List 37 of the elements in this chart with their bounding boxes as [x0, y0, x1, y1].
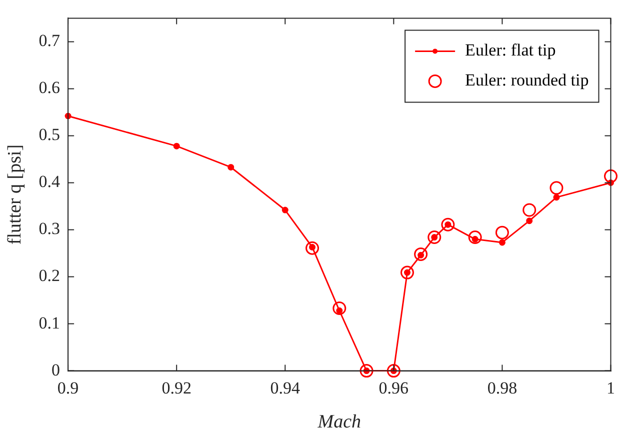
x-tick-label: 1	[606, 378, 615, 398]
point	[228, 164, 234, 170]
point	[173, 142, 180, 150]
point	[386, 364, 400, 378]
x-axis-title: Mach	[316, 412, 362, 433]
x-tick-label: 0.9	[57, 378, 79, 398]
y-tick-label: 0.1	[38, 313, 60, 332]
x-tick-label: 0.96	[378, 378, 409, 398]
point	[282, 206, 288, 214]
point	[604, 169, 618, 183]
y-axis-title: flutter q [psi]	[4, 144, 26, 245]
point	[526, 218, 533, 224]
x-tick-label: 0.94	[270, 378, 301, 398]
point	[441, 218, 455, 232]
point	[428, 230, 442, 244]
y-tick-label: 0.5	[38, 125, 60, 144]
point	[522, 203, 536, 217]
legend-label: Euler: rounded tip	[465, 70, 589, 90]
point	[400, 266, 414, 280]
point	[306, 241, 320, 255]
y-tick-label: 0.6	[38, 78, 60, 98]
point	[468, 230, 482, 244]
legend-label: Euler: flat tip	[465, 40, 556, 60]
point	[553, 194, 560, 201]
y-tick-label: 0.4	[38, 172, 61, 192]
point	[550, 181, 564, 195]
y-tick-label: 0.2	[38, 266, 60, 286]
y-tick-label: 0	[52, 360, 60, 380]
point	[498, 239, 506, 246]
point	[495, 226, 509, 240]
x-tick-label: 0.92	[162, 378, 192, 398]
point	[414, 247, 428, 261]
x-tick-label: 0.98	[487, 378, 518, 398]
point	[360, 364, 374, 378]
y-tick-label: 0.3	[38, 219, 60, 238]
point	[332, 302, 346, 316]
y-tick-label: 0.7	[38, 31, 61, 50]
